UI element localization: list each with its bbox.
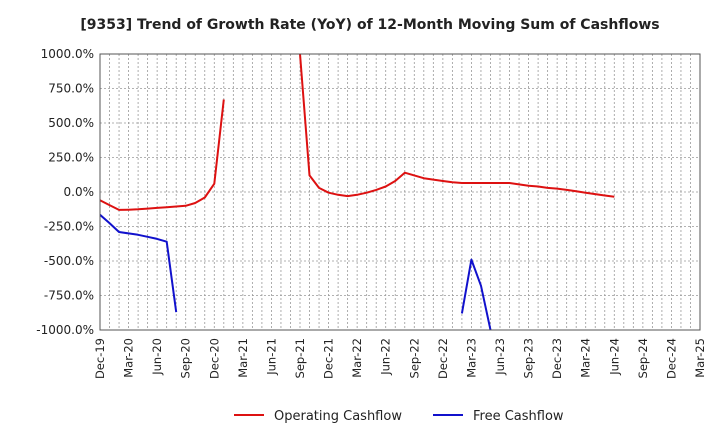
legend-label-free-cashflow: Free Cashflow	[473, 409, 564, 424]
y-tick-label: 250.0%	[48, 151, 94, 165]
x-tick-label: Mar-23	[464, 338, 478, 378]
x-tick-label: Dec-20	[207, 338, 221, 379]
vertical-gridlines	[109, 54, 691, 330]
x-tick-label: Sep-20	[179, 338, 193, 378]
x-tick-label: Dec-21	[322, 338, 336, 379]
series-1-segment-0	[100, 214, 178, 313]
series-0-segment-0	[100, 99, 225, 211]
legend: Operating Cashflow Free Cashflow	[234, 409, 564, 424]
y-tick-label: -1000.0%	[36, 323, 94, 337]
x-tick-label: Mar-22	[350, 338, 364, 378]
x-tick-label: Sep-21	[293, 338, 307, 378]
x-tick-label: Mar-21	[236, 338, 250, 378]
x-tick-label: Sep-23	[522, 338, 536, 378]
series-0-segment-1	[299, 54, 615, 198]
x-tick-label: Jun-23	[493, 338, 507, 376]
plot-border	[99, 53, 701, 331]
series-lines	[100, 54, 615, 330]
x-tick-label: Sep-24	[636, 338, 650, 378]
y-tick-label: -500.0%	[44, 254, 94, 268]
y-tick-label: 0.0%	[64, 185, 95, 199]
x-tick-label: Jun-24	[607, 338, 621, 376]
y-tick-label: -750.0%	[44, 289, 94, 303]
x-tick-label: Mar-20	[122, 338, 136, 378]
x-axis-ticks: Dec-19 Mar-20 Jun-20 Sep-20 Dec-20 Mar-21 Jun-…	[93, 338, 707, 379]
y-tick-label: -250.0%	[44, 220, 94, 234]
x-tick-label: Sep-22	[407, 338, 421, 378]
y-axis-ticks: 1000.0% 750.0% 500.0% 250.0% 0.0% -250.0% -500…	[36, 47, 94, 337]
y-tick-label: 750.0%	[48, 82, 94, 96]
x-tick-label: Jun-20	[150, 338, 164, 376]
horizontal-gridlines	[100, 88, 700, 296]
legend-label-operating-cashflow: Operating Cashflow	[274, 409, 402, 424]
x-tick-label: Dec-19	[93, 338, 107, 379]
chart-title: [9353] Trend of Growth Rate (YoY) of 12-…	[80, 17, 659, 33]
x-tick-label: Mar-24	[579, 338, 593, 378]
x-tick-label: Jun-21	[264, 338, 278, 376]
x-tick-label: Jun-22	[379, 338, 393, 376]
x-tick-label: Dec-22	[436, 338, 450, 379]
y-tick-label: 1000.0%	[41, 47, 94, 61]
x-tick-label: Dec-23	[550, 338, 564, 379]
y-tick-label: 500.0%	[48, 116, 94, 130]
series-1-segment-1	[460, 258, 492, 330]
x-tick-label: Mar-25	[693, 338, 707, 378]
x-tick-label: Dec-24	[664, 338, 678, 379]
